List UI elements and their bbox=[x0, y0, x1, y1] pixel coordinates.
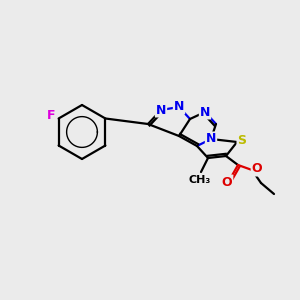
Text: N: N bbox=[206, 133, 216, 146]
Text: N: N bbox=[174, 100, 184, 113]
Text: N: N bbox=[200, 106, 210, 118]
Text: O: O bbox=[222, 176, 232, 188]
Text: S: S bbox=[238, 134, 247, 148]
Text: CH₃: CH₃ bbox=[189, 175, 211, 185]
Text: F: F bbox=[47, 109, 56, 122]
Text: N: N bbox=[156, 103, 166, 116]
Text: O: O bbox=[252, 163, 262, 176]
